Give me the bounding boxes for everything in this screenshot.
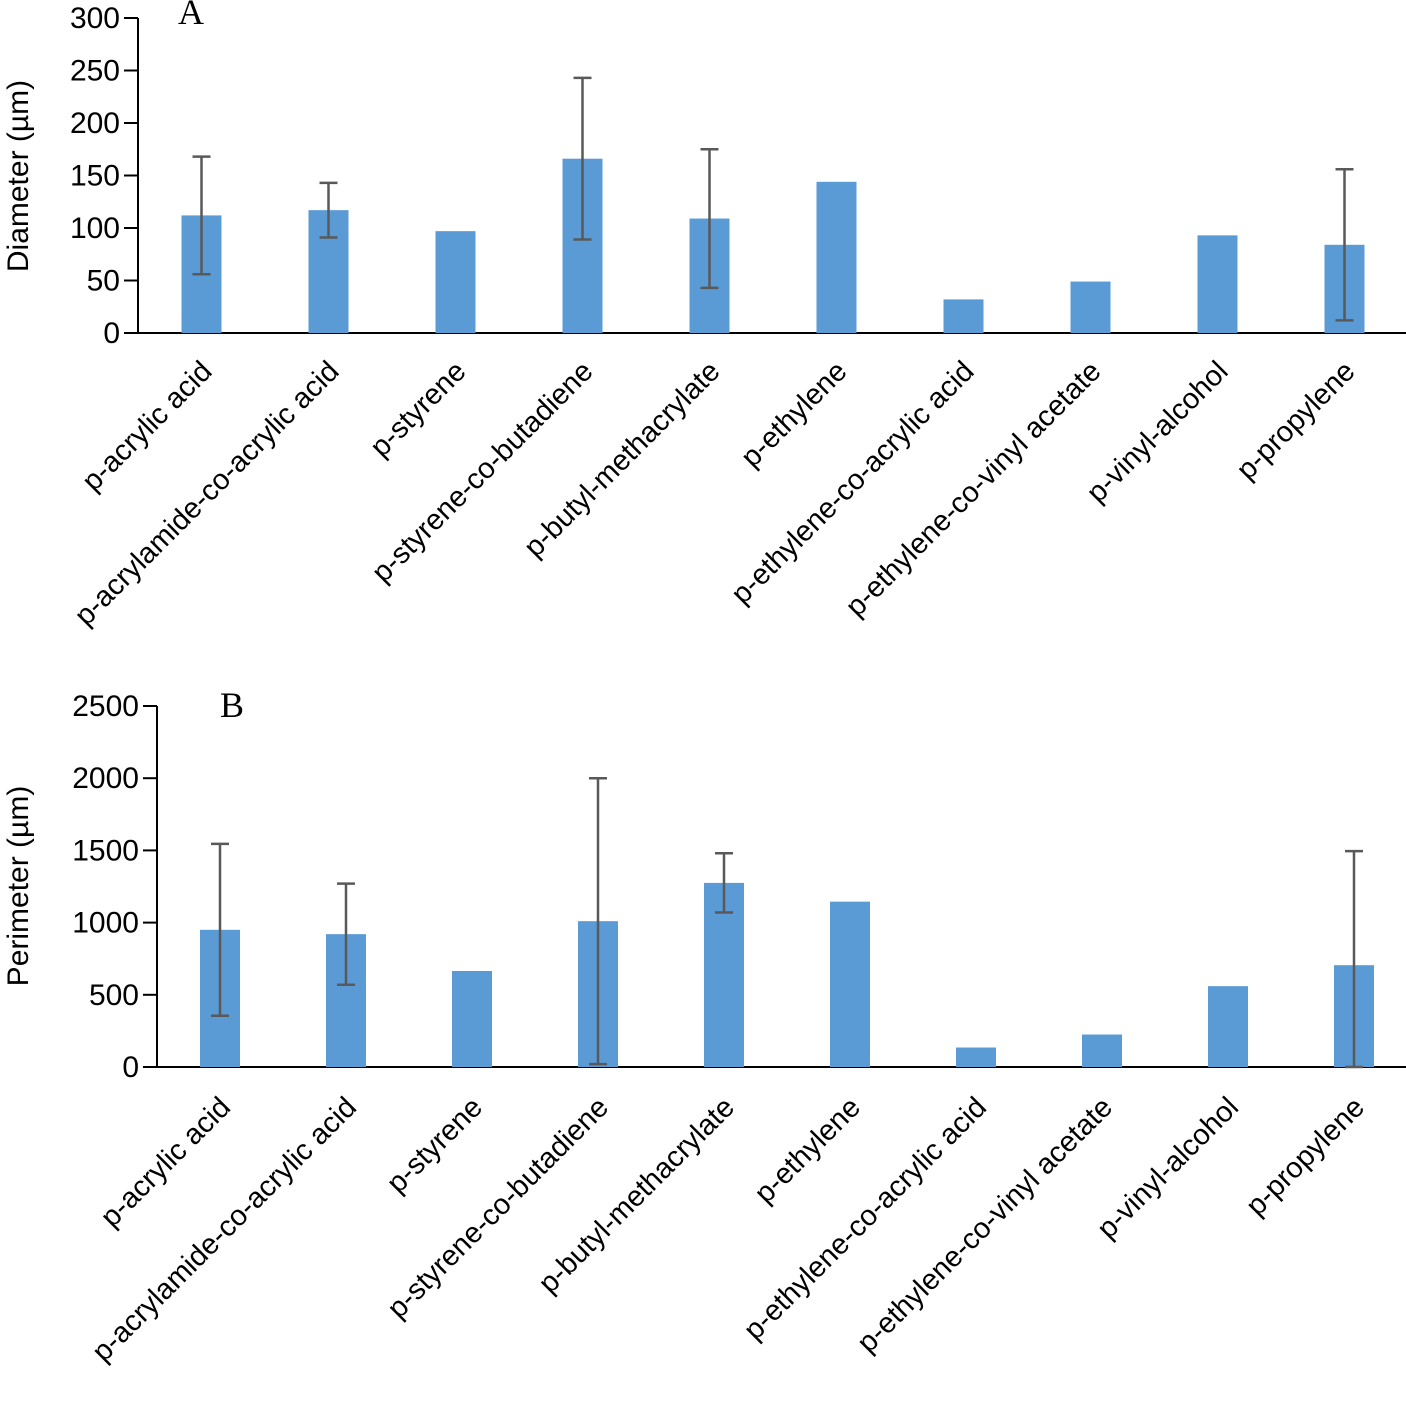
bar	[1082, 1034, 1122, 1067]
bar	[956, 1047, 996, 1067]
y-tick-label: 500	[89, 979, 139, 1012]
y-tick-label: 50	[87, 265, 120, 298]
y-tick-label: 200	[70, 107, 120, 140]
x-tick-label: p-propylene	[1240, 1091, 1371, 1222]
error-bar	[1335, 167, 1354, 322]
bar	[1208, 986, 1248, 1067]
y-tick-label: 2000	[72, 762, 139, 795]
x-tick-label: p-styrene-co-butadiene	[381, 1091, 615, 1325]
bar	[452, 970, 492, 1067]
error-bar	[192, 155, 211, 276]
bar	[830, 901, 870, 1067]
x-tick-label: p-acrylamide-co-acrylic acid	[69, 355, 346, 632]
y-axis-label: Perimeter (µm)	[2, 786, 35, 987]
panel-label: A	[178, 0, 204, 32]
error-bar	[319, 181, 338, 239]
y-tick-label: 1000	[72, 907, 139, 940]
x-tick-label: p-ethylene	[735, 355, 853, 473]
y-tick-label: 150	[70, 160, 120, 193]
chart-panel-b: 0 500 1000 1500 2000 2500 p-acrylic acidp-acry…	[2, 685, 1406, 1368]
x-tick-label: p-ethylene-co-acrylic acid	[738, 1091, 993, 1346]
x-tick-label: p-ethylene-co-acrylic acid	[725, 355, 980, 610]
y-tick-label: 1500	[72, 834, 139, 867]
error-bar	[337, 882, 355, 986]
y-tick-label: 0	[103, 317, 120, 350]
bar	[943, 299, 984, 333]
x-tick-label: p-styrene-co-butadiene	[366, 355, 600, 589]
y-tick-label: 2500	[72, 690, 139, 723]
y-tick-label: 100	[70, 212, 120, 245]
x-tick-label: p-styrene	[381, 1091, 489, 1199]
error-bar	[589, 776, 607, 1066]
x-tick-label: p-ethylene-co-vinyl acetate	[851, 1091, 1119, 1359]
bar	[435, 231, 476, 333]
x-tick-label: p-styrene	[364, 355, 472, 463]
x-tick-label: p-acrylic acid	[76, 355, 218, 497]
chart-panel-a: 0 50 100 150 200 250 300 p-acrylic acidp-acryla…	[2, 0, 1406, 632]
x-tick-label: p-acrylic acid	[95, 1091, 237, 1233]
x-tick-label: p-acrylamide-co-acrylic acid	[86, 1091, 363, 1368]
panel-label: B	[220, 685, 244, 725]
x-tick-label: p-propylene	[1231, 355, 1362, 486]
error-bar	[211, 842, 229, 1017]
y-tick-label: 250	[70, 55, 120, 88]
y-tick-label: 0	[122, 1051, 139, 1084]
y-axis-label: Diameter (µm)	[2, 80, 35, 272]
error-bar	[715, 852, 733, 914]
error-bar	[700, 148, 719, 290]
error-bar	[573, 76, 592, 241]
bar	[1070, 281, 1111, 333]
x-tick-label: p-ethylene	[749, 1091, 867, 1209]
bar	[1197, 235, 1238, 333]
bar	[816, 181, 857, 333]
error-bar	[1345, 849, 1363, 1069]
x-tick-label: p-ethylene-co-vinyl acetate	[840, 355, 1108, 623]
y-tick-label: 300	[70, 2, 120, 35]
